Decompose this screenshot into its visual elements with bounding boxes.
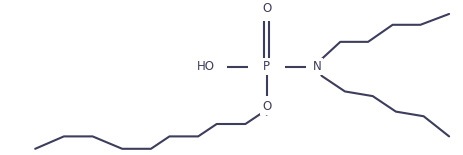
Text: O: O	[262, 100, 271, 113]
Text: HO: HO	[197, 60, 215, 73]
Text: O: O	[262, 2, 271, 15]
Text: N: N	[313, 60, 321, 73]
Text: P: P	[263, 60, 270, 73]
